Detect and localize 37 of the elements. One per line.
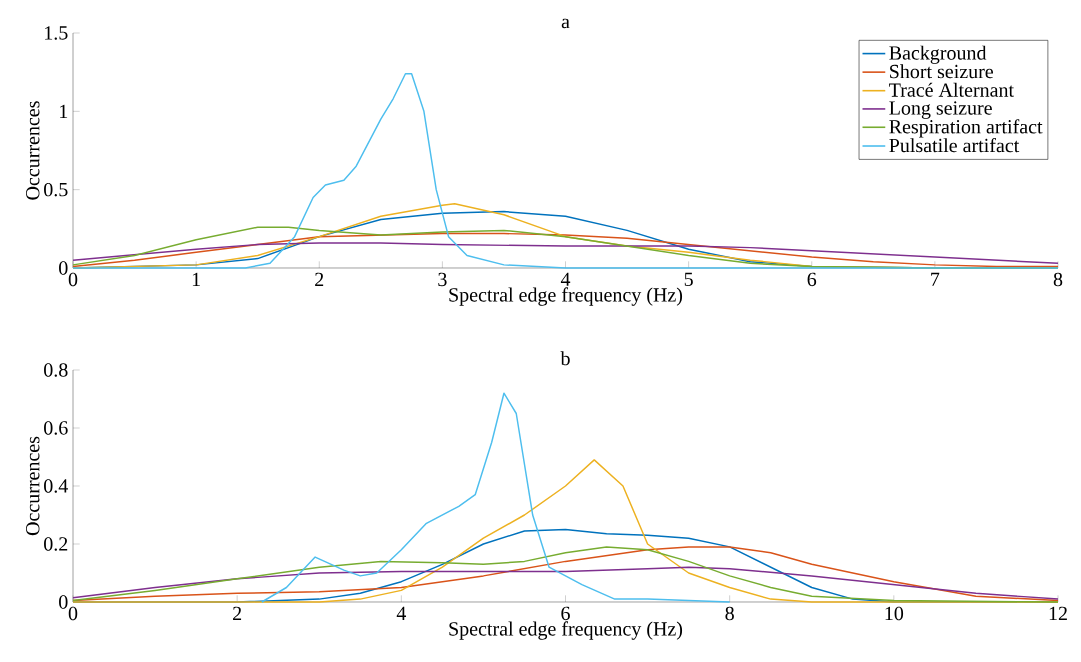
y-tick-label: 0.8 xyxy=(44,363,68,377)
legend-label: Tracé Alternant xyxy=(889,82,1014,97)
x-tick-label: 8 xyxy=(1053,272,1063,287)
x-axis-title: Spectral edge frequency (Hz) xyxy=(449,621,683,640)
y-tick-label: 0.5 xyxy=(44,182,68,197)
x-tick-label: 4 xyxy=(560,272,571,286)
y-tick-label: 1.5 xyxy=(45,26,68,40)
x-tick-label: 10 xyxy=(885,606,904,621)
chart-title: a xyxy=(561,18,570,29)
y-tick-label: 0 xyxy=(59,595,68,609)
legend-label: Respiration artifact xyxy=(889,119,1043,138)
y-axis-title: Occurrences xyxy=(26,436,40,536)
x-tick-label: 7 xyxy=(931,272,940,286)
x-tick-label: 2 xyxy=(233,606,242,620)
legend-label: Long seizure xyxy=(889,101,992,119)
x-tick-label: 1 xyxy=(192,272,200,286)
x-tick-label: 12 xyxy=(1049,606,1067,620)
y-tick-label: 0.6 xyxy=(44,421,68,435)
y-tick-label: 1 xyxy=(60,104,68,118)
line-series xyxy=(72,242,1059,265)
x-axis-title: Spectral edge frequency (Hz) xyxy=(449,287,683,306)
x-tick-label: 4 xyxy=(396,606,407,620)
line-series xyxy=(261,392,731,603)
y-tick-label: 0.2 xyxy=(44,537,68,551)
x-tick-label: 3 xyxy=(438,272,447,287)
y-axis-title: Occurrences xyxy=(26,101,40,200)
y-tick-label: 0.4 xyxy=(44,479,68,493)
legend-label: Pulsatile artifact xyxy=(889,137,1020,153)
x-tick-label: 2 xyxy=(315,272,324,286)
x-tick-label: 6 xyxy=(561,606,570,621)
x-tick-label: 6 xyxy=(807,272,817,287)
y-tick-label: 0 xyxy=(59,261,68,275)
legend-label: Background xyxy=(889,45,987,64)
x-tick-label: 8 xyxy=(725,606,734,621)
x-tick-label: 5 xyxy=(684,272,693,286)
chart-title: b xyxy=(560,351,570,366)
legend-label: Short seizure xyxy=(890,64,994,79)
